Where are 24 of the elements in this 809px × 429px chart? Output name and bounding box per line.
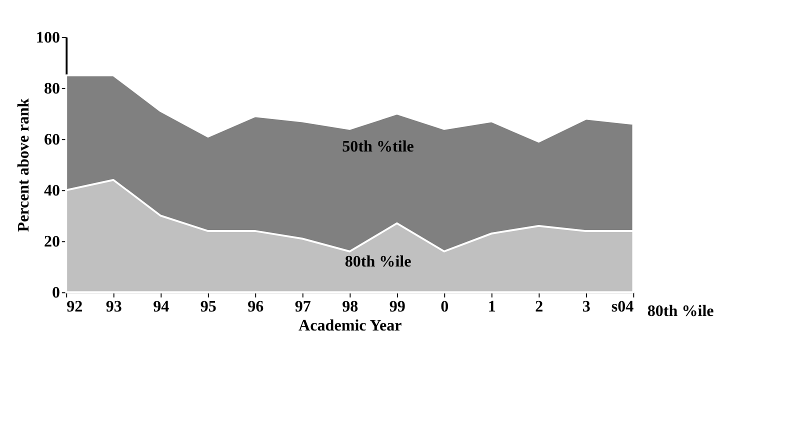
x-tick-label: 98 [342,298,358,316]
y-tick-label: 40 [44,182,60,200]
x-tick-label: s04 [611,298,634,316]
x-tick-label: 2 [535,298,544,316]
x-tick-label: 96 [248,298,264,316]
y-tick-label: 60 [44,131,60,148]
x-tick-label: 92 [66,298,83,316]
x-tick-label: 1 [488,298,496,316]
y-tick-label: 0 [52,284,60,302]
x-tick-label: 0 [440,298,449,316]
x-tick-label: 99 [389,298,406,316]
y-tick-label: 100 [36,29,60,46]
x-tick-label: 95 [200,298,216,316]
y-tick-label: 80 [44,80,60,98]
x-tick-label: 93 [106,298,122,316]
y-tick-label: 20 [44,233,60,250]
y-axis-title: Percent above rank [15,98,32,232]
x-axis-title: Academic Year [298,318,402,335]
series-label: 80th %ile [344,253,412,270]
x-tick-label: 94 [153,298,170,316]
series-label: 50th %tile [342,138,414,156]
x-tick-label: 3 [582,298,590,316]
x-tick-label: 97 [294,298,311,316]
text: 80th %ile [647,302,714,320]
